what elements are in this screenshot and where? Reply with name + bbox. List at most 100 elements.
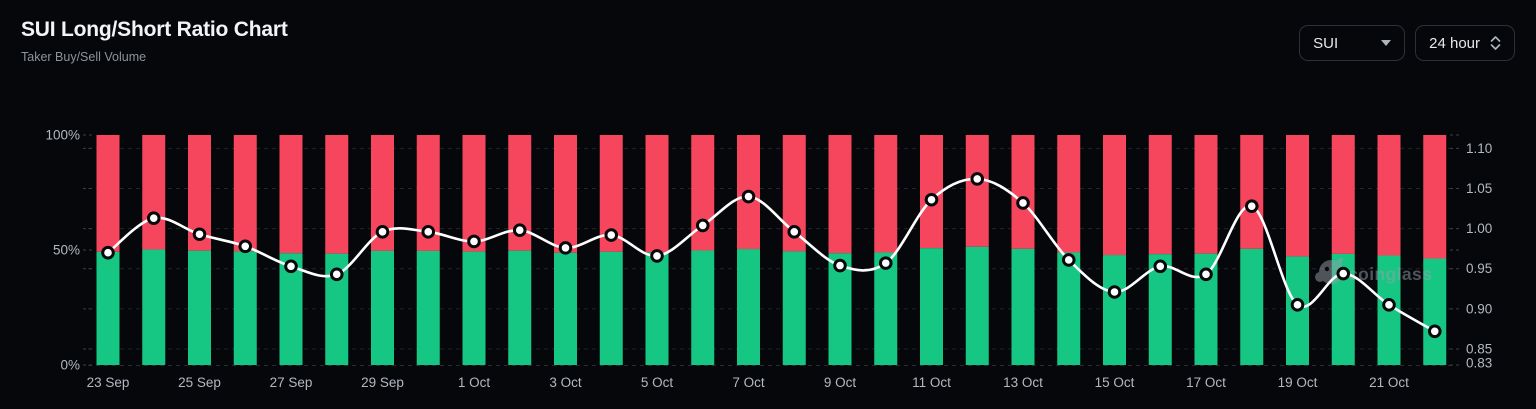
long-bar[interactable]: [233, 251, 257, 365]
short-bar[interactable]: [1103, 135, 1126, 256]
chevron-down-icon: [1381, 40, 1392, 46]
long-bar[interactable]: [1240, 248, 1264, 365]
short-bar[interactable]: [142, 135, 166, 250]
long-bar[interactable]: [1194, 253, 1218, 365]
short-bar[interactable]: [691, 135, 715, 251]
short-bar[interactable]: [416, 135, 440, 251]
short-bar[interactable]: [462, 135, 486, 252]
ratio-point[interactable]: [467, 234, 481, 249]
long-bar[interactable]: [462, 251, 486, 365]
long-bar[interactable]: [1103, 255, 1126, 365]
long-bar[interactable]: [737, 249, 760, 365]
stacked-bars: [96, 135, 1447, 365]
long-bar[interactable]: [691, 250, 715, 365]
ratio-point[interactable]: [1107, 285, 1122, 299]
short-bar[interactable]: [599, 135, 623, 252]
interval-select[interactable]: 24 hour: [1415, 25, 1515, 61]
short-bar[interactable]: [1286, 135, 1309, 257]
x-axis-labels: 23 Sep 25 Sep 27 Sep 29 Sep 1 Oct 3 Oct 5 Oct 7…: [87, 375, 1410, 390]
axis-edge-ticks: [83, 134, 1461, 366]
long-bar[interactable]: [920, 248, 943, 365]
long-bar[interactable]: [965, 246, 989, 365]
ratio-point[interactable]: [833, 258, 847, 273]
ratio-point[interactable]: [1016, 196, 1030, 210]
short-bar[interactable]: [188, 135, 211, 251]
short-bar[interactable]: [1423, 135, 1447, 259]
ratio-point[interactable]: [924, 192, 939, 207]
short-bar[interactable]: [645, 135, 669, 253]
left-axis-tick-label: 100%: [45, 128, 80, 143]
ratio-point[interactable]: [1290, 298, 1305, 312]
long-bar[interactable]: [554, 252, 577, 365]
ratio-point[interactable]: [1199, 267, 1213, 282]
long-bar[interactable]: [96, 251, 120, 365]
short-bar[interactable]: [508, 135, 532, 251]
long-bar[interactable]: [142, 249, 166, 365]
long-bar[interactable]: [782, 251, 806, 365]
short-bar[interactable]: [1194, 135, 1218, 254]
x-axis-tick-label: 29 Sep: [361, 375, 404, 390]
long-bar[interactable]: [188, 250, 211, 365]
ratio-point[interactable]: [1061, 253, 1076, 267]
long-bar[interactable]: [416, 250, 440, 365]
ratio-point[interactable]: [1382, 298, 1396, 312]
short-bar[interactable]: [782, 135, 806, 252]
long-bar[interactable]: [325, 253, 349, 365]
x-axis-tick-label: 13 Oct: [1003, 375, 1043, 390]
short-bar[interactable]: [1240, 135, 1264, 249]
short-bar[interactable]: [1148, 135, 1172, 255]
ratio-point[interactable]: [238, 239, 253, 254]
long-bar[interactable]: [874, 252, 898, 365]
long-bar[interactable]: [279, 253, 303, 365]
ratio-point[interactable]: [284, 259, 298, 274]
short-bar[interactable]: [1377, 135, 1401, 256]
short-bar[interactable]: [1331, 135, 1355, 254]
long-bar[interactable]: [645, 252, 669, 365]
ratio-point[interactable]: [192, 227, 207, 242]
short-bar[interactable]: [920, 135, 943, 249]
long-bar[interactable]: [1057, 252, 1081, 365]
ratio-point[interactable]: [695, 218, 710, 233]
ratio-point[interactable]: [512, 223, 527, 238]
ratio-point[interactable]: [558, 241, 573, 255]
short-bar[interactable]: [96, 135, 120, 252]
short-bar[interactable]: [325, 135, 349, 254]
short-bar[interactable]: [828, 135, 852, 254]
short-bar[interactable]: [1011, 135, 1035, 249]
short-bar[interactable]: [874, 135, 898, 253]
long-bar[interactable]: [828, 253, 852, 365]
ratio-point[interactable]: [1153, 259, 1168, 274]
short-bar[interactable]: [279, 135, 303, 254]
long-bar[interactable]: [1423, 258, 1447, 365]
short-bar[interactable]: [371, 135, 394, 251]
long-bar[interactable]: [1011, 248, 1035, 365]
x-axis-tick-label: 19 Oct: [1278, 375, 1318, 390]
ratio-point[interactable]: [101, 245, 115, 260]
long-bar[interactable]: [599, 251, 623, 365]
long-bar[interactable]: [508, 250, 532, 365]
ratio-point[interactable]: [1336, 266, 1351, 281]
ratio-point[interactable]: [878, 256, 893, 270]
long-bar[interactable]: [371, 250, 394, 365]
short-bar[interactable]: [965, 135, 989, 247]
short-bar[interactable]: [554, 135, 577, 253]
short-bar[interactable]: [1057, 135, 1081, 253]
ratio-point[interactable]: [970, 172, 985, 186]
long-bar[interactable]: [1148, 254, 1172, 365]
ratio-point[interactable]: [1244, 199, 1259, 213]
ratio-point[interactable]: [1427, 324, 1442, 339]
ratio-point[interactable]: [787, 225, 802, 239]
ratio-point[interactable]: [650, 249, 664, 263]
ratio-point[interactable]: [375, 225, 390, 239]
short-bar[interactable]: [233, 135, 257, 252]
coinglass-watermark: coinglass: [1315, 257, 1432, 284]
ratio-point[interactable]: [329, 267, 344, 282]
ratio-point[interactable]: [146, 211, 161, 225]
x-axis-tick-label: 5 Oct: [641, 375, 674, 390]
ratio-point[interactable]: [421, 225, 436, 239]
ratio-point[interactable]: [741, 189, 756, 204]
ratio-point[interactable]: [604, 228, 619, 242]
symbol-select[interactable]: SUI: [1299, 25, 1406, 61]
